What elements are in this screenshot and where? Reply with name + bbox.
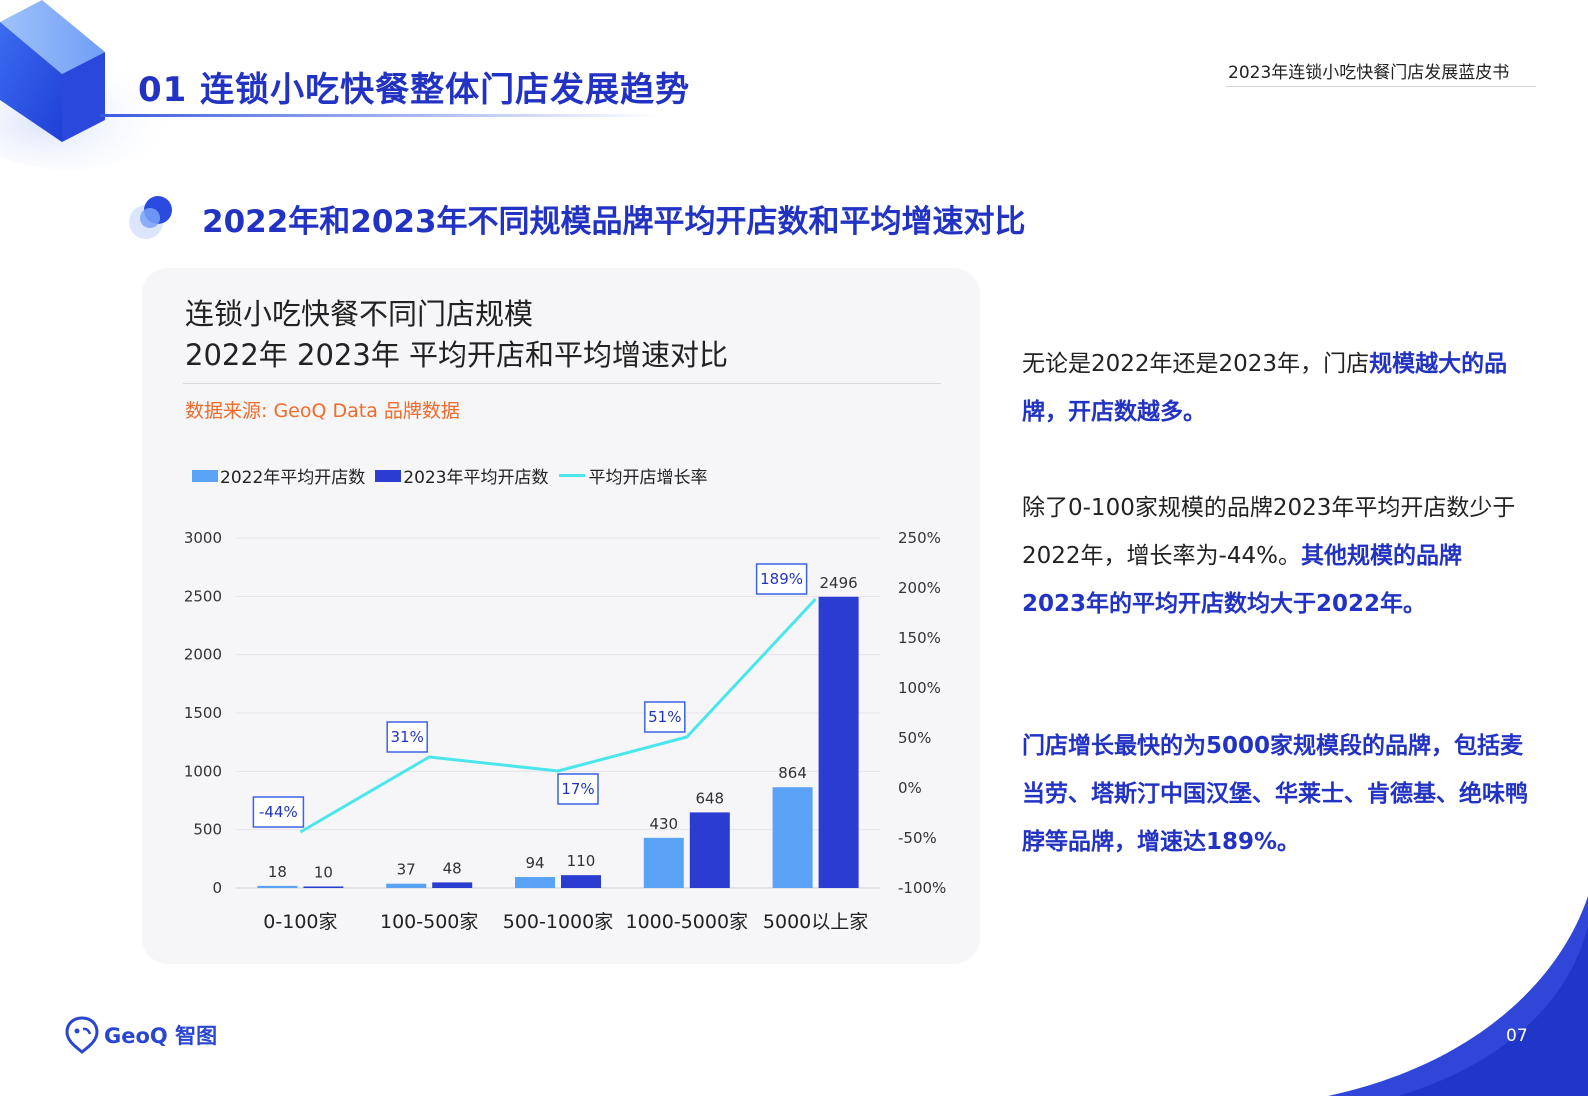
- growth-label: 17%: [561, 780, 594, 798]
- footer-logo: GeoQ 智图: [64, 1016, 217, 1054]
- x-category-label: 0-100家: [263, 911, 337, 933]
- growth-label-box: [386, 721, 428, 753]
- corner-cube-decoration: [0, 0, 180, 170]
- growth-line: [299, 597, 817, 834]
- paragraph-1-text: 无论是2022年还是2023年，门店: [1022, 351, 1370, 377]
- y-left-tick-label: 500: [193, 821, 222, 839]
- legend-item-2023: 2023年平均开店数: [375, 463, 549, 488]
- corner-swoosh-decoration: [1328, 896, 1588, 1096]
- bar-data-label: 48: [443, 859, 462, 877]
- bar-data-label: 37: [397, 861, 416, 879]
- growth-label: 31%: [391, 728, 424, 746]
- page-number: 07: [1506, 1026, 1528, 1046]
- paragraph-2-highlight: 其他规模的品牌2023年的平均开店数均大于2022年。: [1022, 543, 1462, 617]
- paragraph-2-text: 除了0-100家规模的品牌2023年平均开店数少于2022年，增长率为-44%。: [1022, 495, 1516, 569]
- legend-swatch-2022: [192, 469, 218, 482]
- growth-label: 189%: [760, 570, 803, 588]
- chart-title-line-1: 连锁小吃快餐不同门店规模: [185, 297, 534, 331]
- growth-label: -44%: [259, 803, 298, 821]
- growth-label-box: [557, 773, 599, 805]
- x-category-label: 1000-5000家: [626, 911, 749, 933]
- bar-2023: [689, 812, 730, 888]
- legend-label-2023: 2023年平均开店数: [403, 468, 549, 488]
- y-right-tick-label: 250%: [898, 529, 941, 547]
- chart-divider: [183, 383, 941, 384]
- y-right-tick-label: -100%: [898, 879, 946, 897]
- y-left-tick-label: 3000: [184, 529, 222, 547]
- y-left-tick-label: 1000: [184, 762, 222, 780]
- growth-label: 51%: [648, 708, 681, 726]
- bar-data-label: 18: [268, 863, 287, 881]
- y-left-tick-label: 2000: [184, 646, 222, 664]
- bar-data-label: 110: [567, 852, 596, 870]
- y-right-tick-label: 0%: [898, 779, 922, 797]
- chart-title: 连锁小吃快餐不同门店规模 2022年 2023年 平均开店和平均增速对比: [185, 294, 728, 376]
- paragraph-2: 除了0-100家规模的品牌2023年平均开店数少于2022年，增长率为-44%。…: [1022, 484, 1522, 628]
- bar-2022: [643, 837, 684, 888]
- legend-swatch-growth: [558, 474, 585, 477]
- chart-source: 数据来源: GeoQ Data 品牌数据: [185, 400, 460, 422]
- y-right-tick-label: 200%: [898, 579, 941, 597]
- legend-label-2022: 2022年平均开店数: [220, 468, 366, 488]
- bar-data-label: 648: [695, 789, 724, 807]
- bar-data-label: 430: [649, 815, 678, 833]
- y-left-tick-label: 1500: [184, 704, 222, 722]
- bar-2022: [515, 877, 555, 888]
- x-category-label: 5000以上家: [763, 911, 868, 933]
- bar-data-label: 864: [778, 764, 807, 782]
- bar-2022: [257, 885, 298, 888]
- bar-2022: [386, 883, 427, 888]
- legend-label-growth: 平均开店增长率: [588, 468, 708, 488]
- footer-logo-text: GeoQ 智图: [104, 1024, 218, 1048]
- y-left-tick-label: 0: [212, 879, 222, 897]
- paragraph-1: 无论是2022年还是2023年，门店规模越大的品牌，开店数越多。: [1022, 340, 1522, 436]
- y-right-tick-label: 100%: [898, 679, 941, 697]
- paragraph-3: 门店增长最快的为5000家规模段的品牌，包括麦当劳、塔斯汀中国汉堡、华莱士、肯德…: [1022, 733, 1528, 855]
- bar-data-label: 10: [314, 864, 333, 882]
- growth-label-box: [644, 701, 686, 733]
- geoq-logo-icon: [65, 1016, 99, 1054]
- y-right-tick-label: 50%: [898, 729, 931, 747]
- bubble-icon: [129, 196, 172, 239]
- bar-data-label: 2496: [820, 574, 858, 592]
- paragraph-1-highlight: 规模越大的品牌，开店数越多。: [1022, 351, 1508, 425]
- chart-legend: 2022年平均开店数 2023年平均开店数 平均开店增长率: [192, 463, 718, 488]
- report-title: 2023年连锁小吃快餐门店发展蓝皮书: [1228, 63, 1510, 83]
- x-category-label: 100-500家: [380, 911, 478, 933]
- legend-swatch-2023: [375, 469, 402, 482]
- bar-2023: [818, 596, 859, 888]
- bar-2023: [561, 875, 601, 888]
- legend-item-2022: 2022年平均开店数: [192, 463, 365, 488]
- growth-label-box: [252, 796, 305, 828]
- legend-item-growth: 平均开店增长率: [558, 463, 708, 488]
- bar-data-label: 94: [525, 854, 544, 872]
- section-title: 01 连锁小吃快餐整体门店发展趋势: [138, 70, 691, 110]
- y-right-tick-label: -50%: [898, 829, 937, 847]
- y-right-tick-label: 150%: [898, 629, 941, 647]
- chart-section-subtitle: 2022年和2023年不同规模品牌平均开店数和平均增速对比: [202, 204, 1026, 240]
- chart-title-line-2: 2022年 2023年 平均开店和平均增速对比: [185, 338, 729, 372]
- section-title-underline: [100, 114, 660, 117]
- x-category-label: 500-1000家: [503, 911, 613, 933]
- bar-2022: [772, 787, 813, 888]
- growth-label-box: [755, 563, 808, 595]
- report-title-underline: [1226, 86, 1536, 87]
- bar-2023: [432, 882, 473, 888]
- y-left-tick-label: 2500: [184, 587, 222, 605]
- bar-2023: [303, 886, 344, 888]
